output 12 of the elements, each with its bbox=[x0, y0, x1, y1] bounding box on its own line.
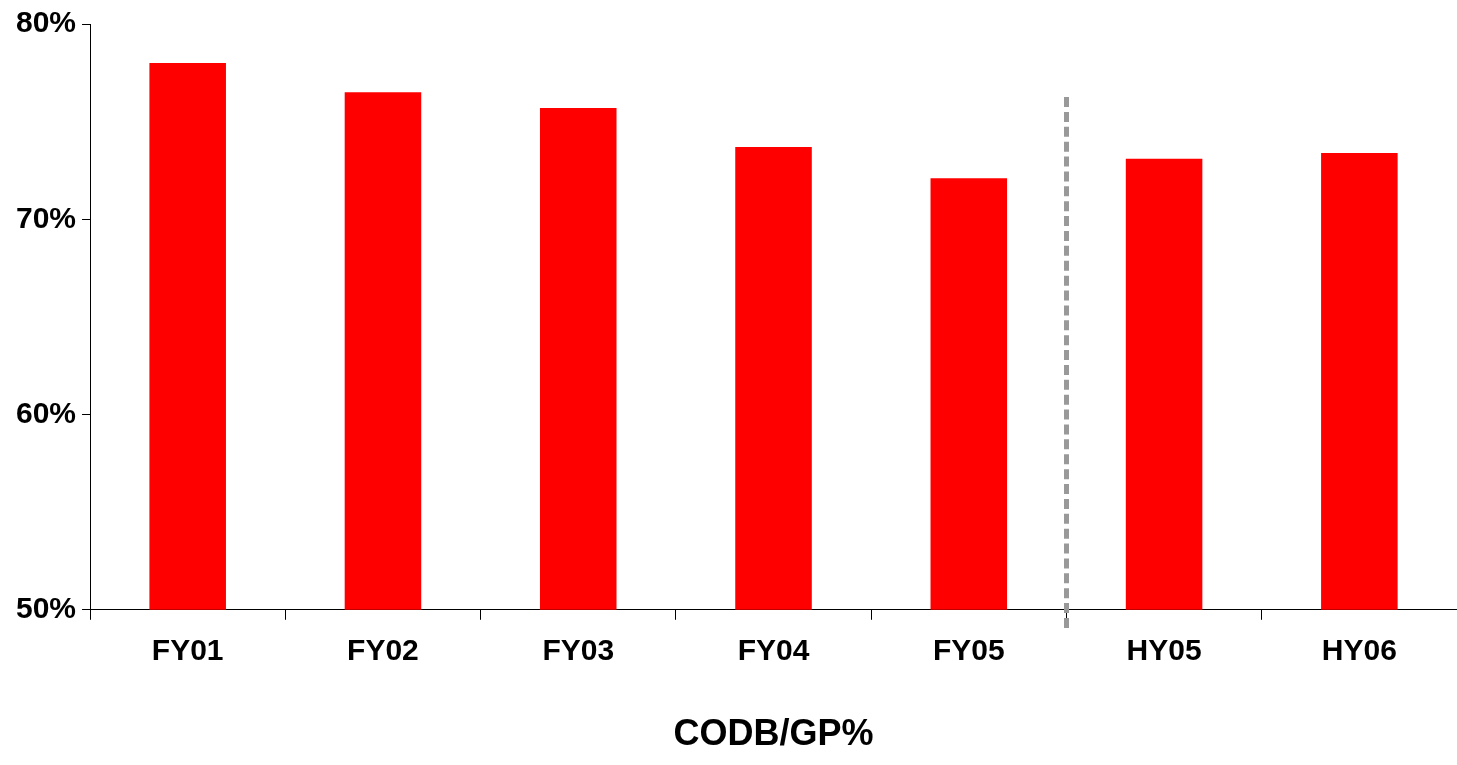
y-tick-label: 80% bbox=[16, 5, 77, 39]
x-tick-label: HY05 bbox=[1126, 633, 1202, 667]
x-tick-label: FY03 bbox=[542, 633, 615, 667]
x-tick-label: HY06 bbox=[1321, 633, 1397, 667]
x-tick-label: FY02 bbox=[347, 633, 419, 667]
y-tick-label: 60% bbox=[16, 395, 77, 429]
x-tick-label: FY01 bbox=[151, 633, 224, 667]
x-tick-label: FY05 bbox=[932, 633, 1005, 667]
y-tick-label: 70% bbox=[16, 200, 77, 234]
y-tick-label: 50% bbox=[16, 591, 77, 625]
x-tick-label: FY04 bbox=[737, 633, 810, 667]
x-axis-title: CODB/GP% bbox=[673, 712, 874, 754]
